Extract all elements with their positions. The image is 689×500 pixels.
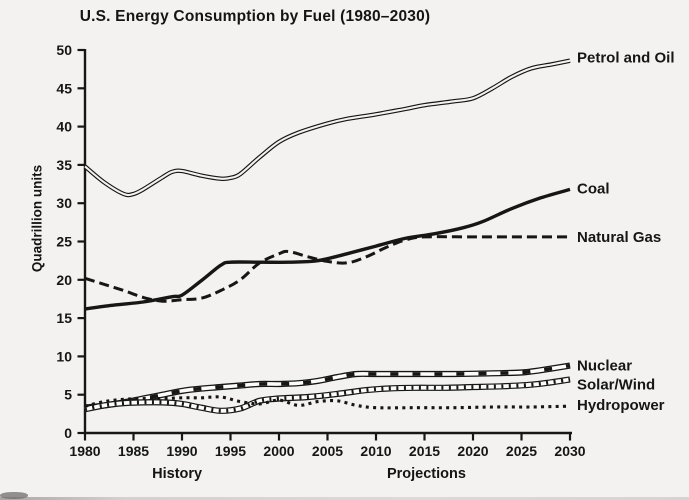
- era-label-history: History: [152, 466, 203, 482]
- series-label-natural-gas: Natural Gas: [577, 229, 661, 246]
- x-tick-label: 1980: [69, 443, 100, 459]
- series-path-nuclear: [84, 363, 571, 410]
- y-tick-label: 35: [56, 157, 72, 173]
- x-tick-label: 2010: [360, 443, 391, 459]
- series-label-coal: Coal: [577, 180, 610, 197]
- y-tick-label: 10: [56, 348, 72, 364]
- y-tick-label: 40: [56, 119, 72, 135]
- scan-edge-artifact: [0, 497, 689, 500]
- x-tick-label: 2015: [409, 443, 440, 459]
- series-label-nuclear: Nuclear: [577, 358, 632, 375]
- y-tick-label: 15: [56, 310, 72, 326]
- era-label-projections: Projections: [386, 466, 466, 482]
- x-tick-label: 1985: [118, 443, 149, 459]
- series-path-natural-gas: [84, 235, 570, 303]
- x-tick-label: 1995: [215, 443, 246, 459]
- chart-title: U.S. Energy Consumption by Fuel (1980–20…: [79, 8, 431, 25]
- series-label-petrol-and-oil: Petrol and Oil: [577, 50, 675, 67]
- series-label-hydropower: Hydropower: [577, 397, 665, 414]
- x-tick-label: 2000: [263, 443, 294, 459]
- y-tick-label: 0: [64, 425, 72, 441]
- series-label-solar-wind: Solar/Wind: [577, 376, 655, 393]
- x-tick-label: 2025: [506, 443, 537, 459]
- y-tick-label: 25: [56, 234, 72, 250]
- x-tick-label: 1990: [166, 443, 197, 459]
- y-tick-label: 5: [64, 387, 72, 403]
- x-tick-label: 2005: [312, 443, 343, 459]
- y-tick-label: 20: [56, 272, 72, 288]
- y-tick-label: 45: [56, 80, 72, 96]
- series-path-petrol-and-oil: [83, 58, 571, 198]
- y-tick-label: 30: [56, 195, 72, 211]
- series-path-solar-wind: [84, 377, 571, 413]
- y-tick-label: 50: [56, 42, 72, 58]
- series-path-coal: [84, 187, 571, 311]
- x-tick-label: 2020: [457, 443, 488, 459]
- series-path-petrol-and-oil: [84, 59, 571, 197]
- x-tick-label: 2030: [554, 443, 585, 459]
- scan-corner-smudge: [0, 492, 28, 499]
